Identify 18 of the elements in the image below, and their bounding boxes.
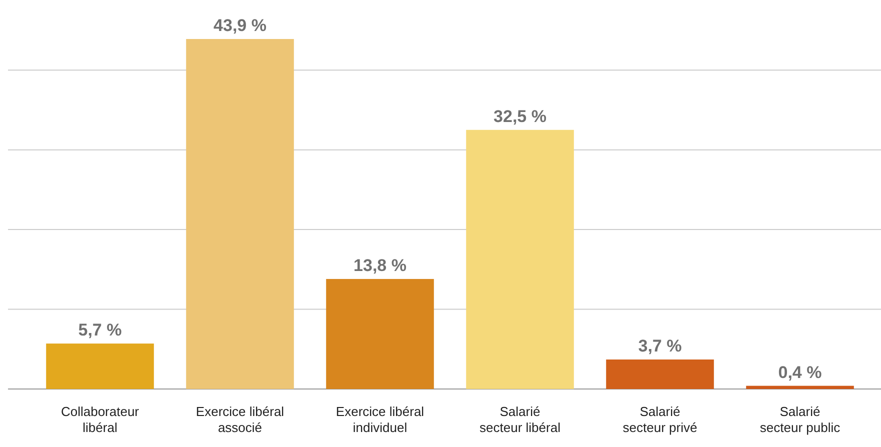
data-label: 32,5 % [494, 106, 546, 126]
bar [46, 344, 154, 389]
x-tick-label: Salarié secteur public [760, 404, 841, 435]
bar [746, 386, 854, 389]
data-label: 5,7 % [78, 320, 122, 340]
data-label: 0,4 % [778, 362, 822, 382]
x-tick-label: Exercice libéral associé [196, 404, 284, 435]
data-label: 3,7 % [638, 336, 682, 356]
x-tick-label: Salarié secteur privé [622, 404, 698, 435]
bar [606, 360, 714, 389]
x-tick-label: Collaborateur libéral [60, 404, 140, 435]
data-label: 13,8 % [354, 256, 406, 275]
x-tick-label: Exercice libéral individuel [336, 404, 424, 435]
data-label: 43,9 % [214, 16, 266, 35]
bar [186, 39, 294, 389]
x-tick-label: Salarié secteur libéral [480, 404, 561, 435]
bar [466, 130, 574, 389]
bar [326, 278, 434, 389]
